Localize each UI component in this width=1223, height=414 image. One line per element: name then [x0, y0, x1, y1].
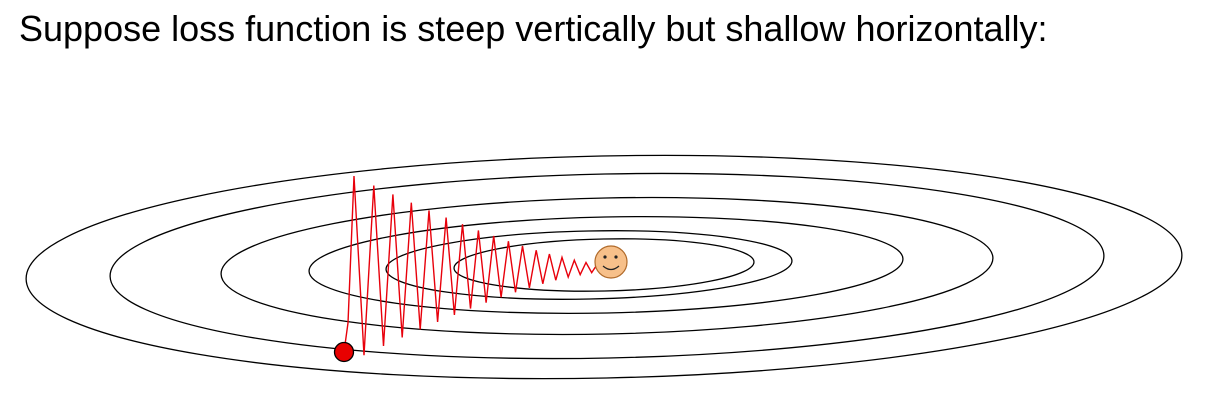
contour-line-3 [220, 196, 994, 336]
contour-line-2 [109, 172, 1105, 360]
contour-lines [25, 154, 1183, 380]
contour-line-6 [453, 238, 755, 292]
contour-line-1 [25, 154, 1183, 380]
contour-line-5 [385, 230, 793, 300]
red-dot-start-icon [333, 341, 355, 363]
slide-title: Suppose loss function is steep verticall… [19, 8, 1048, 49]
smiley-face-minimum-icon [594, 245, 628, 279]
contour-line-4 [308, 215, 904, 315]
sgd-zigzag-path [343, 175, 609, 356]
